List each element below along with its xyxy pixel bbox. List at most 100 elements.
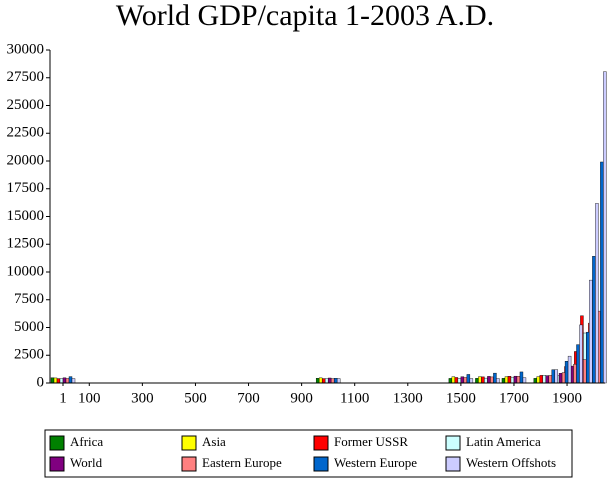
bar <box>469 378 474 384</box>
bar <box>62 377 67 384</box>
bar <box>600 161 604 384</box>
bar <box>533 378 538 384</box>
legend-label: Africa <box>70 434 103 449</box>
bar <box>567 355 572 384</box>
legend-swatch <box>313 456 329 472</box>
bar <box>519 371 524 384</box>
bar <box>496 378 500 384</box>
bar <box>327 377 332 384</box>
legend-swatch <box>181 456 197 472</box>
bar <box>59 378 64 384</box>
bar <box>475 378 479 384</box>
bar <box>321 378 326 384</box>
bar <box>504 376 509 384</box>
bar <box>65 378 70 384</box>
x-tick-label: 1300 <box>393 390 423 406</box>
bar <box>576 344 580 384</box>
legend-swatch <box>313 435 329 451</box>
bar <box>484 377 488 384</box>
y-tick-label: 2500 <box>14 347 44 363</box>
bar <box>586 331 590 384</box>
bar <box>460 376 465 384</box>
y-tick-label: 27500 <box>7 69 45 85</box>
legend-swatch <box>49 456 65 472</box>
x-tick-label: 700 <box>237 390 260 406</box>
bar <box>589 279 593 384</box>
bar <box>603 71 607 384</box>
legend-label: Western Europe <box>334 455 417 470</box>
bar <box>330 378 335 384</box>
y-tick-label: 12500 <box>7 236 45 252</box>
bar <box>551 369 556 384</box>
chart-title: World GDP/capita 1-2003 A.D. <box>116 0 494 32</box>
x-tick-label: 1 <box>59 390 67 406</box>
bar <box>573 363 577 384</box>
y-tick-label: 20000 <box>7 152 45 168</box>
bar <box>68 376 73 384</box>
bar <box>583 359 587 384</box>
y-tick-label: 5000 <box>14 319 44 335</box>
bar <box>507 376 512 384</box>
legend-label: Asia <box>202 434 226 449</box>
legend-label: World <box>70 455 103 470</box>
x-tick-label: 500 <box>184 390 207 406</box>
legend-box <box>44 429 573 478</box>
bar <box>451 376 456 384</box>
x-tick-label: 1700 <box>499 390 529 406</box>
bar <box>564 361 569 384</box>
x-tick-label: 900 <box>290 390 313 406</box>
bar <box>478 376 482 384</box>
bar <box>501 378 506 384</box>
y-tick-label: 0 <box>37 374 45 390</box>
legend-label: Latin America <box>466 434 541 449</box>
legend-label: Former USSR <box>334 434 408 449</box>
bar <box>487 376 491 384</box>
legend-swatch <box>445 456 461 472</box>
bar <box>50 377 55 384</box>
bar <box>466 374 471 384</box>
bar <box>463 377 468 384</box>
bar <box>548 375 553 384</box>
bar <box>315 378 320 384</box>
bar <box>333 378 338 384</box>
x-tick-label: 1900 <box>552 390 582 406</box>
legend-swatch <box>445 435 461 451</box>
bar <box>522 377 527 384</box>
x-tick-label: 1500 <box>446 390 476 406</box>
bar <box>490 376 494 384</box>
x-tick-label: 100 <box>78 390 101 406</box>
bar <box>53 377 58 384</box>
bar <box>545 375 550 384</box>
bar <box>318 377 323 384</box>
bar <box>448 378 453 384</box>
bar <box>558 373 563 384</box>
y-tick-label: 22500 <box>7 125 45 141</box>
bar <box>536 376 541 384</box>
bar <box>516 376 521 384</box>
legend-swatch <box>181 435 197 451</box>
bar <box>56 378 61 384</box>
bar <box>481 376 485 384</box>
bar <box>324 378 329 384</box>
bar <box>579 324 583 384</box>
y-tick-label: 7500 <box>14 291 44 307</box>
y-tick-label: 17500 <box>7 180 45 196</box>
bar <box>336 378 341 384</box>
bar <box>561 372 566 384</box>
bar <box>595 203 599 384</box>
bar <box>457 378 462 384</box>
x-tick-label: 1100 <box>340 390 369 406</box>
y-tick-label: 25000 <box>7 97 45 113</box>
bar <box>71 378 76 384</box>
y-tick-label: 15000 <box>7 208 45 224</box>
bar <box>510 376 515 384</box>
bar <box>542 375 547 384</box>
bar <box>493 372 497 384</box>
x-tick-label: 300 <box>131 390 154 406</box>
bar <box>454 377 459 384</box>
bar <box>513 375 518 384</box>
bar <box>592 256 596 384</box>
y-tick-label: 30000 <box>7 41 45 57</box>
y-tick-label: 10000 <box>7 263 45 279</box>
